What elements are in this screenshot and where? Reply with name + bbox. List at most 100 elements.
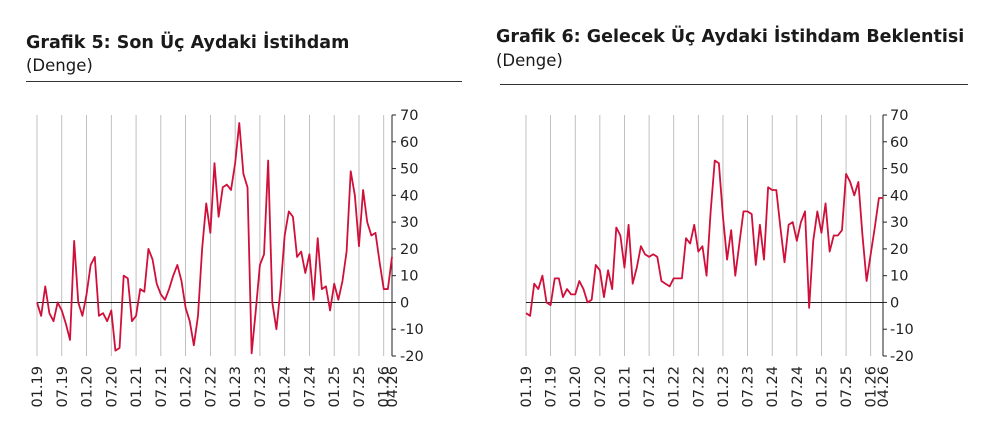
- data-point: [98, 315, 100, 317]
- data-point: [234, 162, 236, 164]
- data-point: [197, 315, 199, 317]
- data-point: [217, 216, 219, 218]
- data-point: [718, 162, 720, 164]
- data-point: [570, 293, 572, 295]
- data-point: [267, 159, 269, 161]
- data-point: [358, 245, 360, 247]
- data-point: [767, 186, 769, 188]
- data-point: [73, 240, 75, 242]
- series-line: [525, 159, 883, 317]
- data-point: [184, 307, 186, 309]
- y-tick-label: 30: [890, 215, 908, 231]
- data-point: [350, 170, 352, 172]
- x-tick-label: 01.21: [129, 366, 145, 408]
- data-point: [599, 269, 601, 271]
- x-tick-label: 07.19: [544, 366, 560, 408]
- title-rule: [26, 81, 462, 82]
- y-tick-label: 0: [400, 295, 409, 311]
- x-tick-label: 01.25: [327, 366, 343, 408]
- data-point: [652, 253, 654, 255]
- data-point: [387, 288, 389, 290]
- data-point: [779, 226, 781, 228]
- data-point: [354, 194, 356, 196]
- data-point: [824, 202, 826, 204]
- chart-panel-1: Grafik 5: Son Üç Aydaki İstihdam (Denge)…: [0, 0, 480, 421]
- data-point: [85, 293, 87, 295]
- data-point: [627, 224, 629, 226]
- data-point: [775, 189, 777, 191]
- data-point: [288, 210, 290, 212]
- title-rule: [500, 84, 968, 85]
- data-point: [271, 301, 273, 303]
- data-point: [230, 189, 232, 191]
- data-point: [865, 280, 867, 282]
- chart-title: Grafik 6: Gelecek Üç Aydaki İstihdam Bek…: [496, 27, 965, 47]
- data-point: [660, 280, 662, 282]
- data-point: [275, 328, 277, 330]
- data-point: [222, 186, 224, 188]
- data-point: [816, 210, 818, 212]
- x-tick-label: 07.25: [839, 366, 855, 408]
- data-point: [391, 256, 393, 258]
- data-point: [755, 264, 757, 266]
- data-point: [615, 226, 617, 228]
- data-point: [529, 315, 531, 317]
- line-chart: -20 -10 0 10 20 30 40 50 60 70 01.19 07.19 01.20 07.2…: [30, 108, 424, 408]
- data-point: [156, 283, 158, 285]
- data-point: [804, 210, 806, 212]
- data-point: [374, 232, 376, 234]
- data-point: [345, 250, 347, 252]
- series-line: [36, 122, 393, 355]
- data-point: [127, 277, 129, 279]
- data-point: [722, 216, 724, 218]
- data-point: [845, 173, 847, 175]
- x-tick-label: 07.21: [154, 366, 170, 408]
- data-point: [81, 315, 83, 317]
- y-tick-label: 70: [890, 108, 908, 124]
- y-tick-label: 40: [400, 188, 418, 204]
- x-tick-label: 07.23: [741, 366, 757, 408]
- data-point: [664, 283, 666, 285]
- data-point: [135, 315, 137, 317]
- data-point: [849, 181, 851, 183]
- data-point: [213, 162, 215, 164]
- data-point: [726, 258, 728, 260]
- x-tick-label: 01.22: [667, 366, 683, 408]
- data-point: [611, 288, 613, 290]
- data-point: [77, 301, 79, 303]
- data-point: [383, 288, 385, 290]
- x-tick-label: 01.25: [814, 366, 830, 408]
- x-tick-label: 01.22: [179, 366, 195, 408]
- y-tick-label: 30: [400, 215, 418, 231]
- y-tick-label: 60: [400, 135, 418, 151]
- data-point: [595, 264, 597, 266]
- data-point: [94, 256, 96, 258]
- data-point: [697, 250, 699, 252]
- y-tick-label: 50: [400, 162, 418, 178]
- data-point: [705, 274, 707, 276]
- data-point: [255, 309, 257, 311]
- data-point: [160, 293, 162, 295]
- x-tick-label: 07.20: [593, 366, 609, 408]
- data-point: [312, 299, 314, 301]
- data-point: [321, 288, 323, 290]
- data-point: [841, 229, 843, 231]
- data-point: [730, 229, 732, 231]
- data-point: [578, 280, 580, 282]
- x-tick-label: 07.19: [55, 366, 71, 408]
- x-tick-label: 07.24: [302, 366, 318, 408]
- data-point: [209, 232, 211, 234]
- x-tick-label: 01.24: [278, 366, 294, 408]
- x-tick-label: 07.22: [203, 366, 219, 408]
- data-point: [333, 283, 335, 285]
- data-point: [189, 320, 191, 322]
- data-point: [325, 285, 327, 287]
- data-point: [636, 266, 638, 268]
- data-point: [574, 293, 576, 295]
- x-tick-label: 01.23: [228, 366, 244, 408]
- x-tick-label: 01.24: [765, 366, 781, 408]
- data-point: [566, 288, 568, 290]
- data-point: [820, 232, 822, 234]
- data-point: [869, 253, 871, 255]
- data-point: [246, 186, 248, 188]
